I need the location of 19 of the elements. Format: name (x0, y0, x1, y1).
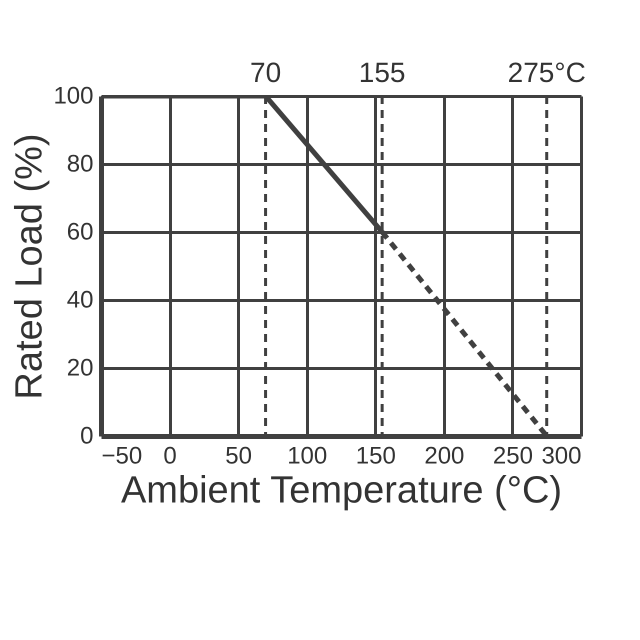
y-tick-label: 80 (66, 150, 94, 178)
y-tick-label: 100 (53, 82, 94, 110)
ref-line-label: 70 (250, 57, 282, 88)
y-tick-label: 0 (80, 422, 94, 450)
x-tick-label: 50 (225, 442, 252, 470)
y-axis-title: Rated Load (%) (8, 133, 50, 400)
y-tick-label: 20 (66, 354, 94, 382)
x-tick-label: 300 (541, 442, 582, 470)
ref-line-label: 155 (358, 57, 406, 88)
x-tick-label: 0 (163, 442, 177, 470)
x-tick-label: 150 (356, 442, 396, 470)
y-tick-label: 40 (66, 286, 94, 314)
y-tick-label: 60 (66, 218, 94, 246)
x-tick-label: 250 (492, 442, 533, 470)
x-tick-label: 200 (424, 442, 464, 470)
x-axis-title: Ambient Temperature (°C) (120, 470, 562, 512)
x-tick-label: 100 (287, 442, 328, 470)
ref-line-label: 275°C (508, 57, 586, 88)
x-tick-label: −50 (102, 442, 142, 470)
